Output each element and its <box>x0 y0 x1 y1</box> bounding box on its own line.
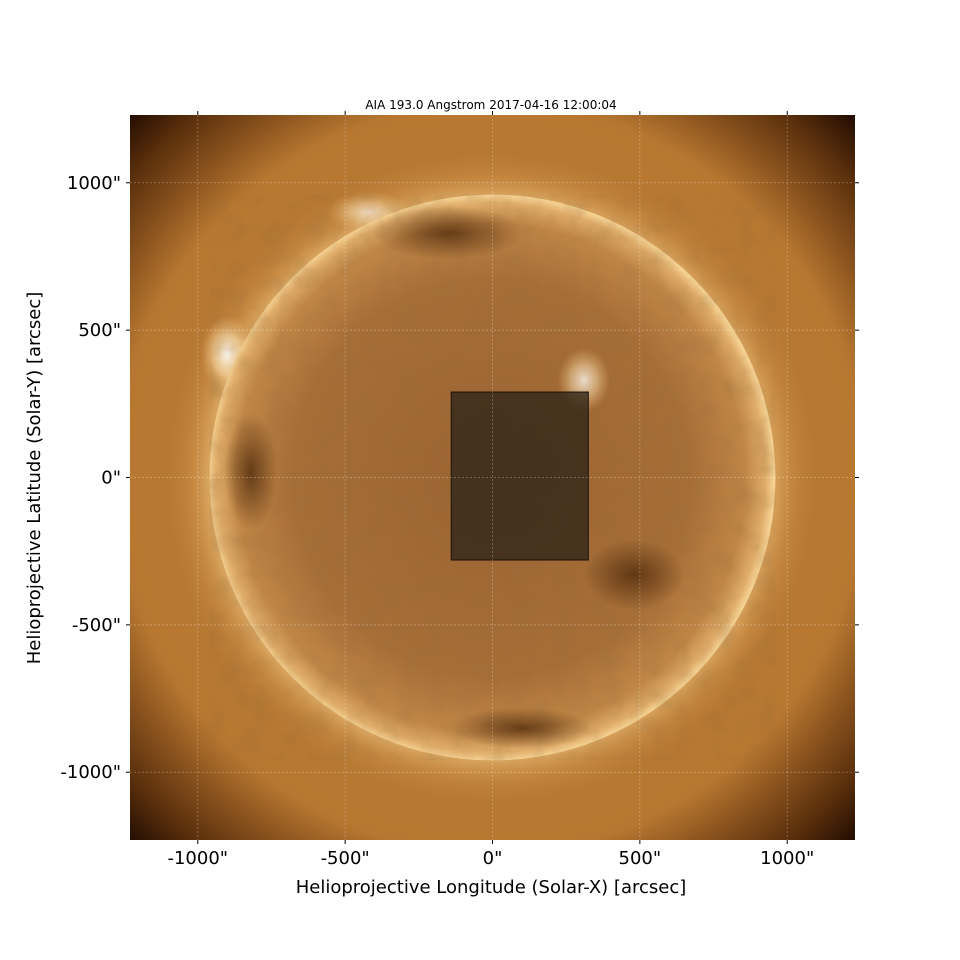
coronal-hole-south <box>451 707 593 749</box>
y-axis-label: Helioprojective Latitude (Solar-Y) [arcs… <box>24 292 45 665</box>
coronal-hole-east <box>224 412 278 531</box>
x-tick-label: -1000" <box>167 848 228 869</box>
chart-title: AIA 193.0 Angstrom 2017-04-16 12:00:04 <box>365 98 616 112</box>
y-tick-label: 500" <box>78 320 121 341</box>
y-tick-label: -500" <box>72 615 121 636</box>
axis-ticks <box>126 111 859 844</box>
x-tick-label: 1000" <box>760 848 814 869</box>
x-tick-label: 0" <box>483 848 503 869</box>
x-tick-label: -500" <box>321 848 370 869</box>
grid <box>130 115 855 840</box>
y-tick-label: 1000" <box>67 173 121 194</box>
x-axis-label: Helioprojective Longitude (Solar-X) [arc… <box>296 877 687 898</box>
x-tick-label: 500" <box>619 848 662 869</box>
plot-area <box>130 115 855 840</box>
coronal-hole-north <box>371 206 525 260</box>
highlight-region <box>450 391 589 561</box>
y-tick-label: 0" <box>101 468 121 489</box>
y-tick-labels: -1000" -500" 0" 500" 1000" <box>60 173 121 783</box>
coronal-hole-southwest <box>583 539 685 611</box>
x-tick-labels: -1000" -500" 0" 500" 1000" <box>167 848 814 869</box>
y-tick-label: -1000" <box>60 762 121 783</box>
